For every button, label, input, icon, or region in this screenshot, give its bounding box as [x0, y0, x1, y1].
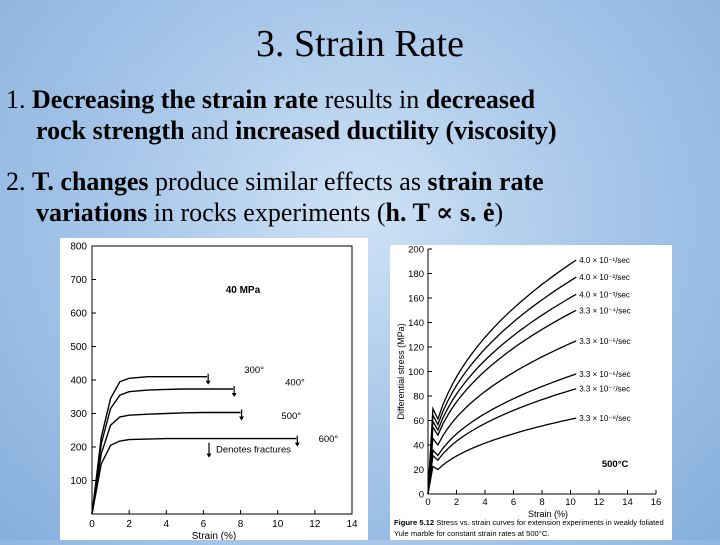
point-2-bold-4: h. T ∝ s. ė	[385, 198, 495, 227]
series-line	[91, 437, 297, 515]
series-label: 3.3 × 10⁻⁷/sec	[579, 385, 630, 394]
slide-title: 3. Strain Rate	[256, 23, 464, 65]
series-label: 3.3 × 10⁻⁵/sec	[579, 337, 630, 346]
x-tick-label: 12	[309, 519, 321, 530]
figure-caption-line-1: Figure 5.12 Stress vs. strain curves for…	[394, 518, 664, 527]
point-2-text-2: in rocks experiments (	[147, 198, 386, 227]
x-tick-label: 14	[346, 519, 358, 530]
point-2-bold-2: strain rate	[427, 167, 544, 196]
point-2-text-1: produce similar effects as	[148, 167, 428, 196]
series-line	[427, 340, 577, 495]
point-2-number: 2.	[6, 167, 32, 196]
y-tick-label: 140	[408, 318, 424, 329]
point-1-bold-2: decreased	[425, 85, 536, 114]
fracture-arrowhead	[205, 380, 211, 385]
series-line	[427, 259, 577, 495]
fracture-arrowhead	[239, 416, 245, 421]
y-tick-label: 0	[419, 490, 424, 501]
series-line	[91, 411, 241, 515]
x-tick-label: 10	[565, 497, 576, 508]
y-tick-label: 120	[408, 343, 424, 354]
bullet-point-1: 1. Decreasing the strain rate results in…	[6, 84, 706, 146]
series-label: 4.0 × 10⁻³/sec	[579, 290, 630, 299]
x-tick-label: 6	[511, 497, 516, 508]
x-axis-label: Strain (%)	[528, 509, 568, 519]
y-axis-label: Differential stress (MPa)	[396, 323, 406, 419]
legend-fracture-arrowhead	[206, 453, 212, 458]
x-tick-label: 2	[126, 519, 132, 530]
fracture-arrowhead	[231, 393, 237, 398]
x-tick-label: 12	[594, 497, 605, 508]
series-line	[427, 293, 577, 495]
series-label: 3.3 × 10⁻⁶/sec	[579, 370, 630, 379]
series-line	[427, 373, 577, 495]
x-tick-label: 8	[238, 519, 244, 530]
y-tick-label: 40	[413, 441, 424, 452]
x-tick-label: 4	[482, 497, 487, 508]
bullet-point-2: 2. T. changes produce similar effects as…	[6, 166, 706, 228]
x-tick-label: 2	[454, 497, 459, 508]
y-tick-label: 100	[70, 476, 87, 487]
series-line	[427, 388, 577, 495]
point-1-text-1: results in	[318, 85, 426, 114]
series-label: 4.0 × 10⁻²/sec	[579, 273, 630, 282]
series-label: 3.3 × 10⁻⁸/sec	[579, 414, 630, 423]
point-2-bold-1: T. changes	[32, 167, 149, 196]
series-label: 500°	[281, 411, 301, 422]
figure-caption-line-2: Yule marble for constant strain rates at…	[394, 529, 549, 538]
plot-frame	[91, 245, 353, 515]
x-tick-label: 8	[539, 497, 544, 508]
pressure-annotation: 40 MPa	[226, 285, 261, 296]
point-1-bold-1: Decreasing the strain rate	[32, 85, 319, 114]
series-label: 400°	[285, 378, 305, 389]
y-tick-label: 600	[70, 309, 87, 320]
point-1-bold-4: increased ductility (viscosity)	[235, 116, 557, 145]
y-tick-label: 80	[413, 392, 424, 403]
series-label: 600°	[319, 434, 339, 445]
y-tick-label: 300	[70, 409, 87, 420]
series-line	[427, 309, 577, 495]
y-tick-label: 700	[70, 275, 87, 286]
point-1-bold-3: rock strength	[36, 116, 185, 145]
y-tick-label: 20	[413, 465, 424, 476]
point-2-bold-3: variations	[36, 198, 148, 227]
point-1-text-2: and	[184, 116, 236, 145]
figure-caption-number: Figure 5.12	[394, 518, 436, 527]
legend-note: Denotes fractures	[216, 445, 291, 456]
x-tick-label: 0	[425, 497, 430, 508]
series-line	[91, 388, 234, 515]
y-tick-label: 60	[413, 416, 424, 427]
series-line	[91, 375, 208, 515]
y-tick-label: 100	[408, 367, 424, 378]
y-tick-label: 400	[70, 376, 87, 387]
x-axis-label: Strain (%)	[192, 531, 236, 540]
figure-caption-text: Stress vs. strain curves for extension e…	[436, 518, 664, 527]
y-tick-label: 160	[408, 294, 424, 305]
temperature-annotation: 500°C	[602, 459, 629, 470]
series-label: 4.0 × 10⁻¹/sec	[579, 256, 630, 265]
y-tick-label: 200	[70, 443, 87, 454]
series-label: 3.3 × 10⁻⁴/sec	[579, 306, 630, 315]
temperature-chart-panel: 100 200 300 400 500 600 700 800 0 2 4 6 8 10 12 14 Strai…	[60, 238, 368, 543]
y-tick-label: 180	[408, 269, 424, 280]
x-tick-label: 10	[272, 519, 284, 530]
x-tick-label: 14	[622, 497, 633, 508]
temperature-stress-strain-chart: 100 200 300 400 500 600 700 800 0 2 4 6 8 10 12 14 Strai…	[70, 242, 358, 543]
strain-rate-stress-strain-chart: 0 20 40 60 80 100 120 140 160 180 200 0 2 4 6 8 10 12 14 16…	[394, 245, 664, 539]
y-tick-label: 200	[408, 245, 424, 256]
series-label: 300°	[244, 365, 264, 376]
point-2-text-3: )	[494, 198, 504, 227]
y-tick-label: 500	[70, 342, 87, 353]
x-tick-label: 16	[651, 497, 662, 508]
point-1-number: 1.	[6, 85, 32, 114]
series-line	[427, 417, 577, 495]
y-tick-label: 800	[70, 242, 87, 253]
x-tick-label: 0	[89, 519, 95, 530]
fracture-arrowhead	[294, 442, 300, 447]
series-line	[427, 276, 577, 495]
strain-rate-chart-panel: 0 20 40 60 80 100 120 140 160 180 200 0 2 4 6 8 10 12 14 16…	[390, 245, 672, 540]
x-tick-label: 6	[201, 519, 207, 530]
x-tick-label: 4	[164, 519, 170, 530]
